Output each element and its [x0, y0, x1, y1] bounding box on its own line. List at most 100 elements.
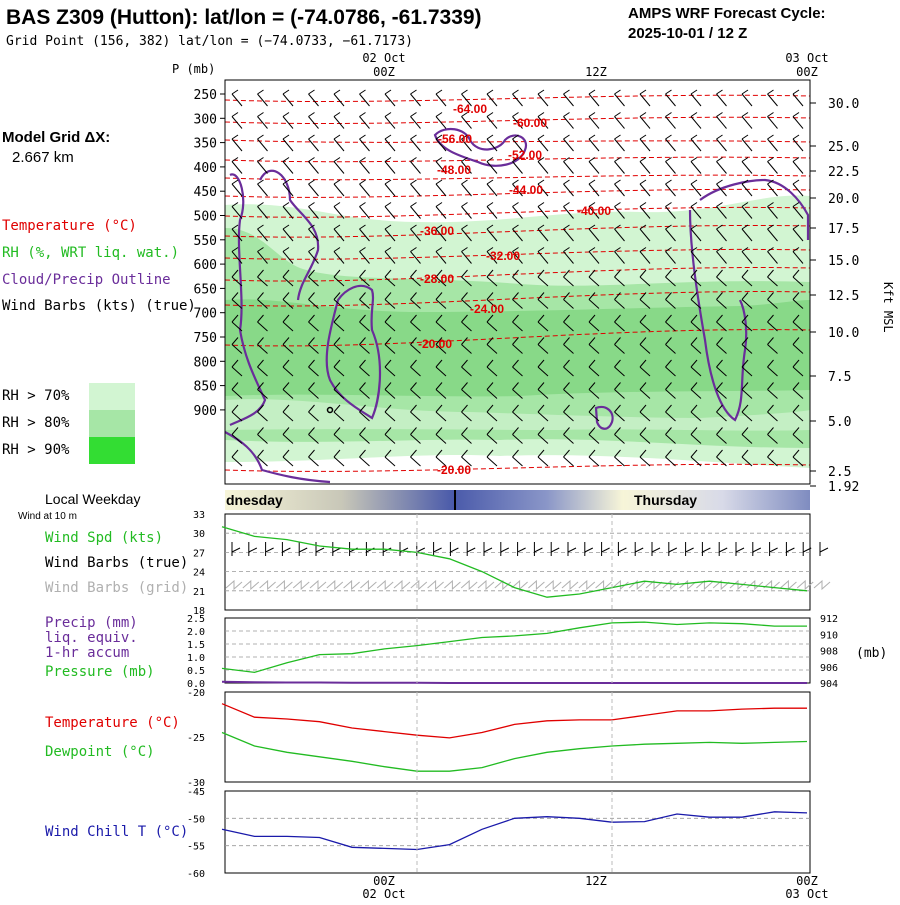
- wind-barb: [512, 247, 523, 264]
- wind-barb-flag: [282, 382, 290, 390]
- wind-barb-staff: [231, 206, 243, 219]
- wind-barb-staff: [410, 251, 421, 264]
- wind-barb-staff: [563, 161, 574, 174]
- wind-barb-flag: [792, 202, 800, 207]
- wind-barb-flag: [257, 359, 264, 368]
- wind-barb: [308, 202, 319, 219]
- wind-barb: [588, 112, 600, 129]
- wind-barb-staff: [716, 93, 727, 107]
- isotherm-line: [224, 267, 811, 282]
- wind-barb: [741, 292, 753, 309]
- wind-chill-label: Wind Chill T (°C): [45, 824, 188, 840]
- barb-flag: [416, 547, 426, 553]
- wind-barb-staff: [231, 276, 243, 287]
- wind-barb: [282, 224, 294, 242]
- pressure-tick-label: 350: [194, 137, 217, 152]
- wind-barb: [537, 427, 549, 444]
- wind-barb: [792, 449, 804, 467]
- axis-tick-label: -60: [187, 869, 205, 880]
- temperature-label: Temperature (°C): [45, 715, 180, 731]
- wind-barb: [512, 337, 523, 354]
- isotherm-label: -52.00: [508, 148, 542, 162]
- rh80-label: RH > 80%: [2, 415, 70, 431]
- wind-barb-staff: [461, 411, 472, 422]
- surface-barb-grid: [410, 579, 428, 591]
- wind-barb-flag: [614, 449, 621, 458]
- wind-barb-flag: [767, 427, 774, 435]
- surface-barb-true: [718, 542, 728, 556]
- wind-barb-flag: [537, 404, 545, 413]
- forecast-cycle-value: 2025-10-01 / 12 Z: [628, 25, 747, 42]
- wind-barb-flag: [639, 247, 647, 252]
- wind-barb-staff: [257, 161, 268, 174]
- pressure-axis: 250 300 350 400 450 500 550 600 650 700 750 800 850 9…: [194, 88, 225, 419]
- pressure-line: [221, 621, 807, 674]
- wind-barb: [282, 269, 294, 287]
- wind-barb-staff: [308, 228, 319, 242]
- wind-barb-staff: [384, 299, 396, 309]
- wind-barb-flag: [461, 157, 468, 162]
- barb-grid-shape: [477, 579, 495, 591]
- wind-barb-staff: [588, 321, 600, 332]
- barb-flag: [550, 547, 560, 553]
- surface-barb-grid: [276, 579, 293, 591]
- wind-barb-staff: [690, 366, 702, 377]
- wind-barb: [512, 202, 523, 219]
- wind-barb: [639, 314, 651, 332]
- wind-barb: [461, 359, 472, 377]
- wind-barb-staff: [257, 411, 268, 422]
- wind-barb-flag: [461, 382, 468, 390]
- wind-barb: [639, 359, 651, 377]
- wind-barb-staff: [792, 228, 804, 242]
- wind-barb-staff: [537, 183, 549, 197]
- wind-barb-flag: [563, 202, 570, 207]
- wind-barb-staff: [690, 93, 702, 107]
- wind-barb-flag: [792, 247, 800, 252]
- wind-barb-flag: [231, 449, 239, 458]
- wind-barbs-true-label: Wind Barbs (true): [45, 555, 188, 571]
- wind-barb-staff: [461, 183, 472, 197]
- surface-barb-grid: [343, 579, 360, 591]
- wind-barb: [792, 359, 804, 377]
- wind-barb-flag: [359, 292, 366, 300]
- surface-barb-true: [281, 542, 291, 556]
- wind-barb-flag: [716, 179, 723, 185]
- wind-barb: [231, 89, 243, 107]
- wind-barb-staff: [435, 206, 447, 219]
- barb-grid-shape: [561, 579, 579, 591]
- wind-barb: [690, 382, 702, 399]
- wind-barb-flag: [741, 427, 749, 435]
- wind-barb-staff: [282, 389, 294, 399]
- wind-barb-flag: [410, 382, 417, 390]
- wind-barb-staff: [716, 251, 727, 264]
- wind-barb-staff: [384, 321, 396, 332]
- wind-barb-flag: [614, 224, 621, 230]
- surface-barb-grid: [679, 579, 696, 591]
- wind-barb: [563, 247, 574, 264]
- wind-barb: [588, 134, 600, 152]
- wind-barb-staff: [282, 228, 294, 242]
- wind-barb-staff: [716, 389, 727, 399]
- wind-barb-staff: [384, 366, 396, 377]
- wind-barb-staff: [690, 116, 702, 129]
- wind-barb: [588, 202, 600, 219]
- isotherm-label: -20.00: [437, 463, 471, 477]
- cloud-outline-right: [699, 178, 810, 240]
- wind-barb-staff: [741, 206, 753, 219]
- isotherm-line: [224, 139, 811, 143]
- wind-barb-staff: [231, 389, 243, 399]
- isotherm-label: -28.00: [420, 272, 454, 286]
- cloud-outline-small: [594, 405, 614, 430]
- wind-barb-flag: [231, 89, 239, 95]
- wind-barb-flag: [639, 202, 647, 207]
- wind-barb-staff: [512, 434, 523, 444]
- wind-barb-flag: [308, 359, 315, 368]
- wind-barb-staff: [588, 276, 600, 287]
- height-unit-label: Kft MSL: [881, 282, 895, 333]
- wind-barb: [282, 292, 294, 309]
- wind-barb: [359, 112, 370, 129]
- wind-barb-staff: [690, 299, 702, 309]
- wind-barb-staff: [563, 456, 574, 467]
- barb-flag: [483, 547, 493, 553]
- wind-barb: [282, 157, 294, 174]
